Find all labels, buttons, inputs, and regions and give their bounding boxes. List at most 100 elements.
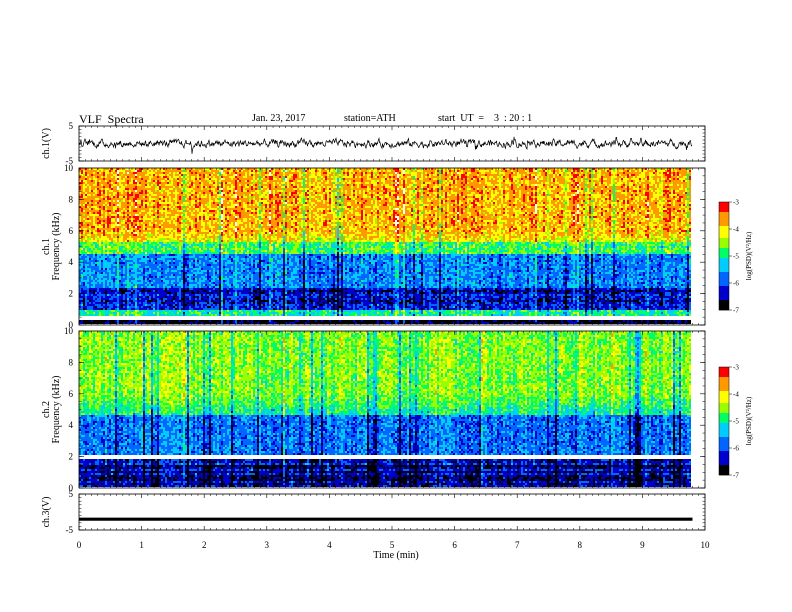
spectrogram-cell [119,174,121,176]
spectrogram-cell [183,300,185,302]
spectrogram-cell [103,224,105,226]
spectrogram-cell [95,252,97,254]
spectrogram-cell [137,202,139,204]
spectrogram-cell [131,250,133,252]
spectrogram-cell [113,280,115,282]
spectrogram-cell [141,248,143,250]
spectrogram-cell [165,248,167,250]
spectrogram-cell [113,206,115,208]
spectrogram-cell [195,184,197,186]
spectrogram-cell [87,244,89,246]
spectrogram-cell [125,304,127,306]
spectrogram-cell [173,250,175,252]
spectrogram-cell [111,282,113,284]
spectrogram-cell [107,204,109,206]
spectrogram-cell [157,224,159,226]
spectrogram-cell [87,220,89,222]
spectrogram-cell [133,192,135,194]
spectrogram-cell [199,306,201,308]
spectrogram-cell [125,234,127,236]
spectrogram-cell [177,242,179,244]
spectrogram-cell [141,268,143,270]
spectrogram-cell [85,170,87,172]
spectrogram-cell [179,262,181,264]
spectrogram-cell [103,260,105,262]
spectrogram-cell [171,244,173,246]
spectrogram-cell [167,204,169,206]
spectrogram-cell [141,320,143,322]
spectrogram-cell [157,308,159,310]
spectrogram-cell [93,274,95,276]
spectrogram-cell [193,270,195,272]
spectrogram-cell [189,184,191,186]
spectrogram-cell [201,210,203,212]
spectrogram-cell [143,244,145,246]
spectrogram-cell [135,258,137,260]
spectrogram-cell [159,310,161,312]
spectrogram-cell [149,286,151,288]
spectrogram-cell [83,220,85,222]
spectrogram-cell [175,192,177,194]
spectrogram-cell [81,182,83,184]
spectrogram-cell [187,218,189,220]
spectrogram-cell [155,176,157,178]
spectrogram-cell [109,290,111,292]
spectrogram-cell [207,190,209,192]
spectrogram-cell [117,320,119,322]
spectrogram-cell [99,176,101,178]
spectrogram-cell [179,176,181,178]
spectrogram-cell [175,288,177,290]
spectrogram-cell [137,280,139,282]
spectrogram-cell [149,302,151,304]
spectrogram-cell [115,260,117,262]
spectrogram-cell [147,282,149,284]
spectrogram-cell [113,200,115,202]
spectrogram-cell [95,288,97,290]
spectrogram-cell [191,236,193,238]
spectrogram-cell [167,234,169,236]
spectrogram-cell [149,314,151,316]
spectrogram-cell [157,306,159,308]
spectrogram-cell [137,262,139,264]
spectrogram-cell [175,310,177,312]
spectrogram-cell [141,240,143,242]
spectrogram-cell [179,228,181,230]
spectrogram-cell [167,230,169,232]
spectrogram-cell [127,190,129,192]
spectrogram-cell [133,292,135,294]
spectrogram-cell [181,190,183,192]
spectrogram-cell [195,240,197,242]
spectrogram-cell [207,302,209,304]
spectrogram-cell [135,232,137,234]
spectrogram-cell [131,268,133,270]
spectrogram-cell [147,170,149,172]
spectrogram-cell [173,244,175,246]
spectrogram-cell [87,236,89,238]
spectrogram-cell [173,234,175,236]
spectrogram-cell [119,298,121,300]
spectrogram-cell [123,274,125,276]
spectrogram-cell [87,322,89,324]
spectrogram-cell [205,186,207,188]
spectrogram-cell [99,290,101,292]
spectrogram-cell [179,282,181,284]
spectrogram-cell [105,220,107,222]
spectrogram-cell [143,208,145,210]
spectrogram-cell [87,232,89,234]
spectrogram-cell [167,270,169,272]
spectrogram-cell [185,222,187,224]
spectrogram-cell [187,236,189,238]
spectrogram-cell [181,208,183,210]
spectrogram-cell [145,212,147,214]
spectrogram-cell [183,304,185,306]
spectrogram-cell [179,300,181,302]
spectrogram-cell [173,310,175,312]
spectrogram-cell [205,188,207,190]
spectrogram-cell [165,294,167,296]
spectrogram-cell [191,208,193,210]
spectrogram-cell [121,268,123,270]
spectrogram-cell [113,278,115,280]
spectrogram-cell [99,250,101,252]
spectrogram-cell [161,214,163,216]
spectrogram-cell [157,320,159,322]
